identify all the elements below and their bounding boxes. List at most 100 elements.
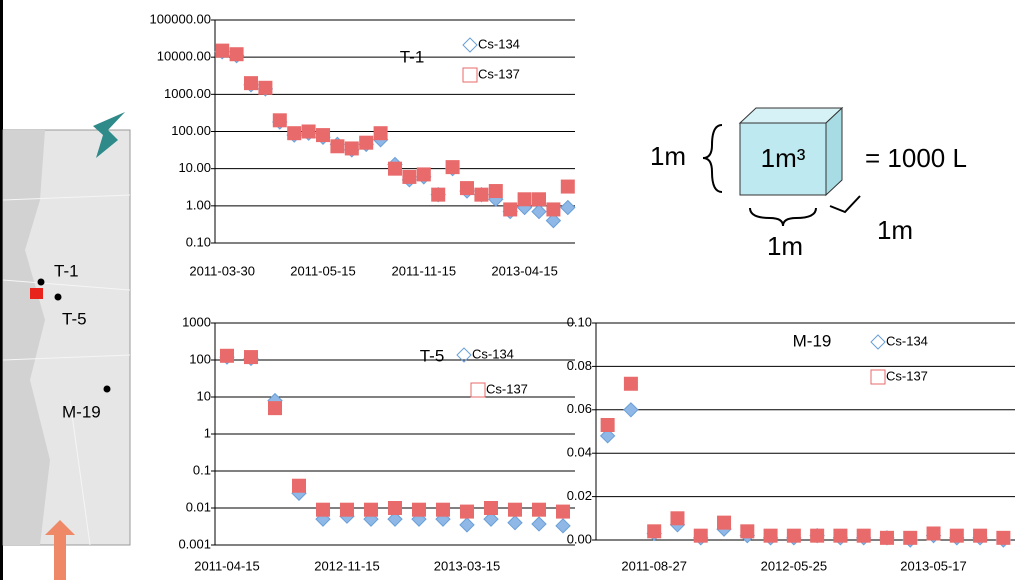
point [436, 502, 450, 517]
y-tick-label: 10.00 [178, 160, 211, 175]
x-tick-label: 2011-08-27 [621, 558, 687, 573]
y-tick-label: 100 [189, 351, 211, 366]
legend-marker [456, 347, 472, 363]
point [670, 511, 685, 526]
map-land [3, 130, 50, 545]
point [416, 167, 431, 182]
y-tick-label: 1000.00 [164, 86, 211, 101]
point [623, 402, 639, 418]
point [344, 141, 359, 156]
point [517, 192, 532, 207]
map-line [2, 194, 131, 546]
point [244, 76, 258, 91]
point [483, 511, 499, 527]
legend-label: Cs-134 [472, 346, 514, 361]
y-tick-label: 1 [204, 425, 211, 440]
point [556, 504, 570, 519]
map-label: M-19 [62, 402, 101, 421]
point [833, 528, 848, 543]
station-dot [54, 293, 62, 301]
plant-marker [30, 288, 43, 299]
point [508, 502, 522, 517]
cube-top [738, 107, 844, 124]
point [445, 160, 460, 175]
point [810, 528, 825, 543]
point [387, 511, 403, 527]
point [412, 502, 426, 517]
y-tick-label: 100000.00 [150, 11, 211, 26]
brace [749, 207, 817, 227]
map: T-1 T-5 M-19 [2, 112, 131, 580]
arrow [45, 520, 75, 580]
point [560, 199, 576, 216]
legend-label: Cs-137 [486, 381, 528, 396]
y-tick-label: 0.00 [567, 531, 592, 546]
point [532, 192, 546, 207]
point [763, 528, 778, 543]
y-tick-label: 0.08 [567, 358, 592, 373]
point [786, 528, 801, 543]
point [244, 350, 258, 365]
left-border [0, 0, 3, 580]
point [460, 504, 474, 519]
point [388, 161, 402, 176]
point [903, 530, 918, 545]
point [717, 515, 732, 530]
point [459, 517, 475, 533]
legend-label: Cs-134 [478, 36, 520, 51]
point [484, 501, 498, 515]
chart-title: T-1 [400, 47, 425, 66]
chart-title: M-19 [793, 331, 832, 350]
point [364, 502, 378, 517]
point [316, 128, 330, 143]
point [926, 526, 941, 541]
x-tick-label: 2011-05-15 [290, 263, 356, 278]
x-tick-label: 2012-05-25 [761, 558, 828, 573]
chart-title: T-5 [420, 346, 445, 365]
point [647, 524, 662, 539]
brace [702, 124, 723, 193]
map-label: T-1 [54, 261, 79, 280]
point [740, 524, 755, 539]
x-tick-label: 2011-03-30 [189, 263, 255, 278]
point [599, 428, 616, 444]
y-tick-label: 1000 [182, 314, 211, 329]
y-tick-label: 0.02 [567, 488, 592, 503]
y-tick-label: 0.04 [567, 445, 592, 460]
point [532, 502, 546, 517]
y-tick-label: 0.01 [186, 499, 211, 514]
arrow [93, 112, 125, 158]
point [316, 502, 330, 517]
legend-label: Cs-137 [478, 66, 520, 81]
point [359, 135, 374, 150]
point [503, 202, 518, 217]
point [373, 126, 388, 141]
point [856, 528, 871, 543]
x-tick-label: 2013-05-17 [900, 558, 967, 573]
x-tick-label: 2013-03-15 [434, 558, 501, 573]
brace [829, 195, 861, 214]
point [388, 501, 402, 515]
point [555, 518, 571, 534]
y-tick-label: 0.10 [186, 234, 211, 249]
point [623, 376, 638, 391]
point [402, 169, 417, 184]
volume-label: = 1000 L [865, 143, 967, 173]
width-label: 1m [767, 231, 803, 261]
point [949, 528, 964, 543]
point [545, 212, 562, 229]
map-label: T-5 [62, 309, 87, 328]
volume-diagram: 1m³ 1m = 1000 L 1m 1m [650, 106, 967, 261]
point [973, 528, 988, 543]
point [488, 184, 503, 199]
y-tick-label: 10000.00 [157, 49, 211, 64]
x-tick-label: 2011-04-15 [194, 558, 260, 573]
station-dot [103, 385, 111, 393]
point [330, 139, 345, 154]
y-tick-label: 100.00 [171, 123, 211, 138]
legend-marker [462, 67, 478, 83]
point [474, 187, 489, 202]
point [431, 187, 446, 202]
point [996, 530, 1011, 545]
